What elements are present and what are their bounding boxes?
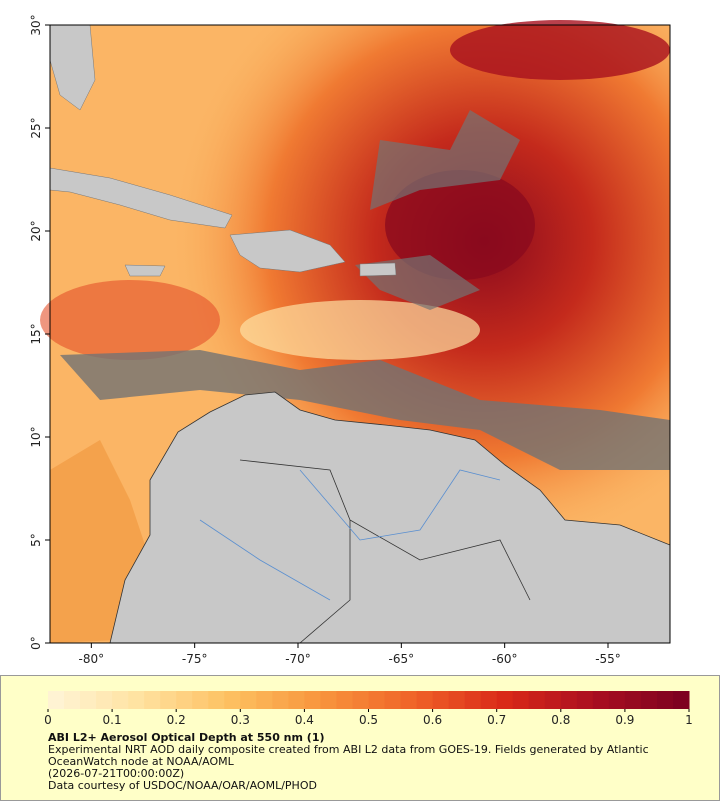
colorbar-step: [448, 691, 466, 709]
colorbar-step: [464, 691, 482, 709]
x-tick-label: -75°: [182, 652, 208, 666]
y-tick-label: 0°: [29, 636, 43, 650]
colorbar-tick-label: 0.7: [487, 713, 506, 727]
colorbar-step: [176, 691, 193, 709]
land-hispaniola: [229, 229, 346, 273]
colorbar-step: [672, 691, 690, 709]
colorbar-step: [240, 691, 257, 709]
colorbar-step: [640, 691, 658, 709]
colorbar-tick-label: 0.2: [167, 713, 186, 727]
colorbar-tick-label: 0.5: [359, 713, 378, 727]
land-south-america: [109, 391, 671, 644]
colorbar-step: [128, 691, 145, 709]
colorbar-step: [288, 691, 305, 709]
colorbar-step: [656, 691, 674, 709]
colorbar-step: [304, 691, 321, 709]
x-tick-label: -65°: [389, 652, 415, 666]
colorbar-tick-label: 0.4: [295, 713, 314, 727]
title: ABI L2+ Aerosol Optical Depth at 550 nm …: [48, 731, 325, 744]
colorbar-step: [192, 691, 209, 709]
colorbar-step: [272, 691, 289, 709]
dust-plume: [450, 20, 670, 80]
colorbar-tick-label: 0.6: [423, 713, 442, 727]
x-tick-label: -55°: [595, 652, 621, 666]
cloud: [370, 110, 520, 210]
colorbar-tick-label: 0.9: [615, 713, 634, 727]
y-tick-label: 10°: [29, 426, 43, 447]
colorbar-step: [336, 691, 353, 709]
colorbar-step: [560, 691, 578, 709]
colorbar: 0 0.1 0.2 0.3 0.4 0.5 0.6 0.7 0.8 0.9 1: [44, 691, 693, 727]
colorbar-step: [400, 691, 418, 709]
date: (2026-07-21T00:00:00Z): [48, 767, 185, 780]
colorbar-step: [352, 691, 369, 709]
colorbar-step: [208, 691, 225, 709]
colorbar-step: [160, 691, 177, 709]
colorbar-step: [624, 691, 642, 709]
cloud: [60, 350, 670, 470]
colorbar-step: [544, 691, 562, 709]
colorbar-step: [368, 691, 386, 709]
y-tick-label: 20°: [29, 220, 43, 241]
colorbar-step: [592, 691, 610, 709]
description: Experimental NRT AOD daily composite cre…: [48, 743, 649, 768]
colorbar-step: [416, 691, 434, 709]
colorbar-step: [320, 691, 337, 709]
land-cuba: [49, 167, 233, 229]
land-jamaica: [124, 264, 166, 277]
colorbar-tick-label: 0.3: [231, 713, 250, 727]
x-tick-label: -80°: [79, 652, 105, 666]
credit: Data courtesy of USDOC/NOAA/OAR/AOML/PHO…: [48, 779, 317, 792]
colorbar-step: [112, 691, 129, 709]
colorbar-step: [528, 691, 546, 709]
colorbar-step: [96, 691, 113, 709]
colorbar-tick-label: 0.1: [103, 713, 122, 727]
colorbar-tick-label: 0: [44, 713, 52, 727]
colorbar-step: [608, 691, 626, 709]
colorbar-step: [512, 691, 530, 709]
colorbar-step: [256, 691, 273, 709]
colorbar-step: [384, 691, 402, 709]
colorbar-step: [64, 691, 81, 709]
aod-high: [40, 280, 220, 360]
x-tick-label: -60°: [492, 652, 518, 666]
colorbar-step: [496, 691, 514, 709]
colorbar-step: [432, 691, 450, 709]
y-tick-label: 15°: [29, 323, 43, 344]
colorbar-step: [576, 691, 594, 709]
map: 0 0.1 0.2 0.3 0.4 0.5 0.6 0.7 0.8 0.9 1 -80° -75° -7…: [29, 14, 693, 727]
y-tick-label: 25°: [29, 117, 43, 138]
colorbar-tick-label: 0.8: [551, 713, 570, 727]
colorbar-step: [480, 691, 498, 709]
aod-low: [240, 300, 480, 360]
colorbar-step: [48, 691, 65, 709]
colorbar-step: [224, 691, 241, 709]
colorbar-step: [80, 691, 97, 709]
footer: ABI L2+ Aerosol Optical Depth at 550 nm …: [48, 732, 688, 792]
colorbar-tick-label: 1: [685, 713, 693, 727]
land-puerto-rico: [359, 262, 397, 277]
y-tick-label: 5°: [29, 533, 43, 547]
dust-plume: [385, 170, 535, 280]
y-tick-label: 30°: [29, 14, 43, 35]
colorbar-step: [144, 691, 161, 709]
x-tick-label: -70°: [285, 652, 311, 666]
border: [239, 459, 531, 644]
river: [199, 469, 501, 601]
